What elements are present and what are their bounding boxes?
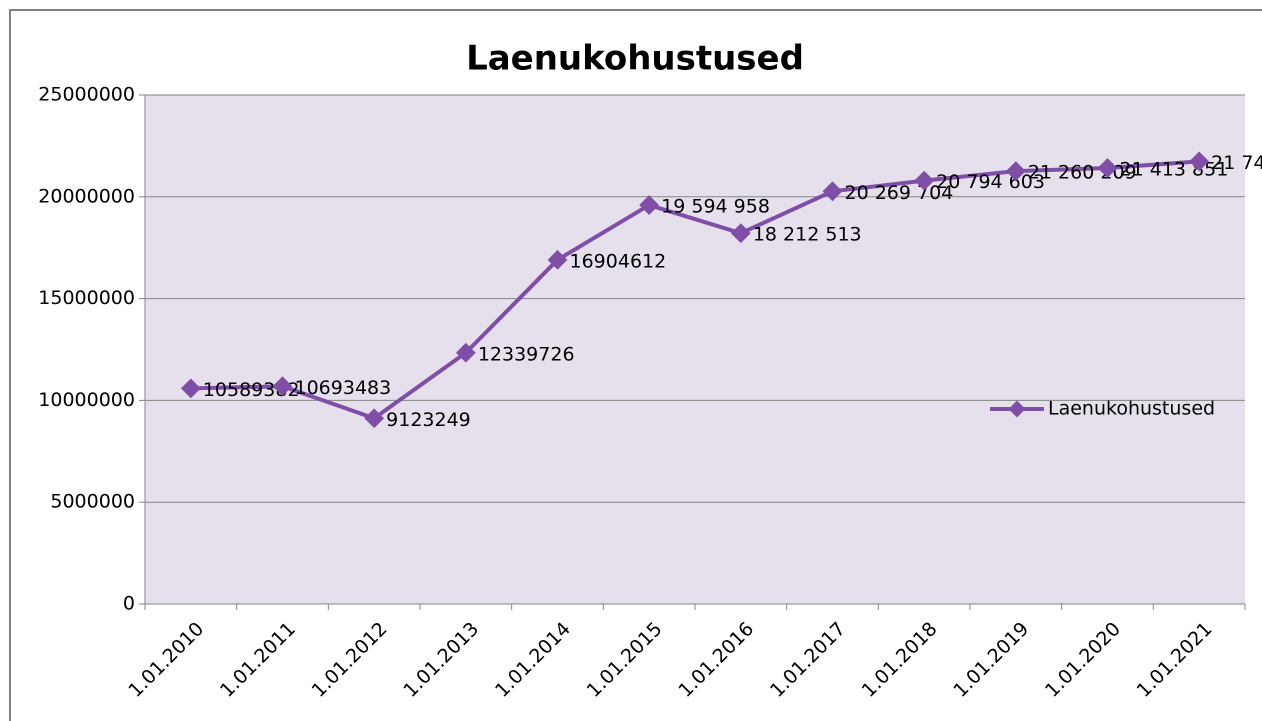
marker bbox=[364, 408, 385, 429]
marker bbox=[180, 378, 201, 399]
data-label: 12339726 bbox=[478, 343, 575, 365]
marker bbox=[1097, 158, 1118, 178]
data-label: 10693483 bbox=[295, 377, 392, 399]
legend-label: Laenukohustused bbox=[1048, 398, 1215, 420]
marker bbox=[547, 249, 568, 270]
series-line bbox=[190, 159, 1200, 421]
data-label: 9123249 bbox=[386, 409, 471, 431]
marker bbox=[272, 376, 293, 397]
marker bbox=[455, 342, 476, 363]
y-tick-label: 10000000 bbox=[38, 389, 135, 411]
legend-marker bbox=[1008, 400, 1026, 418]
y-tick-label: 20000000 bbox=[38, 185, 135, 207]
y-tick-label: 0 bbox=[123, 593, 135, 615]
y-tick-label: 25000000 bbox=[38, 84, 135, 106]
data-label: 18 212 513 bbox=[753, 224, 862, 246]
data-label: 16904612 bbox=[570, 250, 667, 272]
plot-area bbox=[145, 95, 1245, 604]
data-label: 19 594 958 bbox=[661, 196, 770, 218]
data-label: 21 741 119 bbox=[1211, 152, 1262, 174]
chart-title: Laenukohustused bbox=[466, 39, 804, 79]
marker bbox=[1189, 151, 1210, 172]
y-tick-label: 15000000 bbox=[38, 287, 135, 309]
y-tick-label: 5000000 bbox=[50, 491, 135, 513]
